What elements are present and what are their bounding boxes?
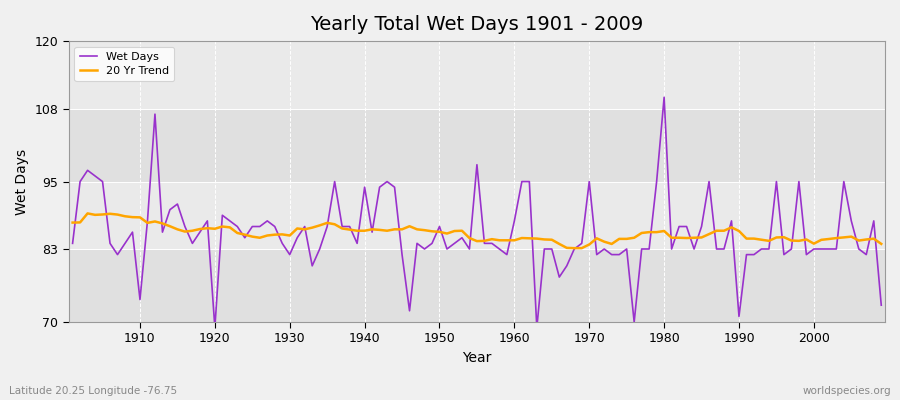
Wet Days	[68, 241, 78, 246]
X-axis label: Year: Year	[463, 351, 491, 365]
Wet Days	[509, 218, 520, 223]
Wet Days	[344, 224, 355, 229]
Wet Days	[876, 303, 886, 308]
Wet Days	[659, 95, 670, 100]
Wet Days	[300, 224, 310, 229]
20 Yr Trend	[300, 227, 310, 232]
Legend: Wet Days, 20 Yr Trend: Wet Days, 20 Yr Trend	[75, 47, 175, 81]
Bar	[68, 182, 885, 249]
20 Yr Trend	[344, 227, 355, 232]
Bar	[68, 41, 885, 108]
20 Yr Trend	[876, 242, 886, 246]
20 Yr Trend	[68, 220, 78, 225]
Line: Wet Days: Wet Days	[73, 97, 881, 328]
Line: 20 Yr Trend: 20 Yr Trend	[73, 214, 881, 248]
20 Yr Trend	[135, 215, 146, 220]
Bar	[68, 249, 885, 322]
20 Yr Trend	[569, 246, 580, 250]
Wet Days	[127, 230, 138, 234]
20 Yr Trend	[509, 238, 520, 243]
Wet Days	[517, 179, 527, 184]
Title: Yearly Total Wet Days 1901 - 2009: Yearly Total Wet Days 1901 - 2009	[310, 15, 644, 34]
20 Yr Trend	[517, 236, 527, 240]
Wet Days	[210, 325, 220, 330]
20 Yr Trend	[614, 236, 625, 241]
Wet Days	[607, 252, 617, 257]
Bar	[68, 108, 885, 182]
20 Yr Trend	[82, 211, 93, 216]
Text: Latitude 20.25 Longitude -76.75: Latitude 20.25 Longitude -76.75	[9, 386, 177, 396]
Text: worldspecies.org: worldspecies.org	[803, 386, 891, 396]
Y-axis label: Wet Days: Wet Days	[15, 148, 29, 215]
